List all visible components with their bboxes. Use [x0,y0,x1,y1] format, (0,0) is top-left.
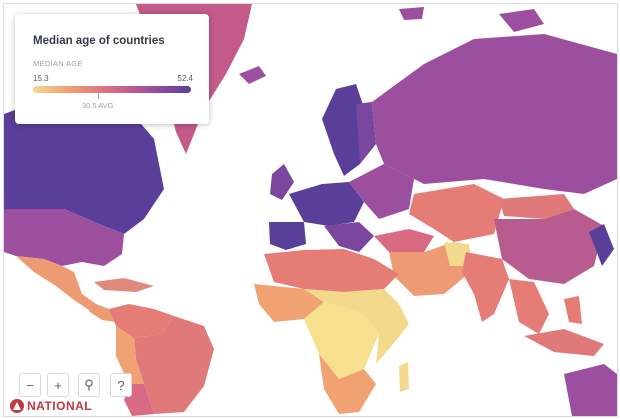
search-icon: ⚲ [84,377,94,392]
region-canada[interactable] [4,94,164,234]
legend-avg-tick [97,93,99,99]
region-mexico[interactable] [16,256,96,310]
brand-name: NATIONAL [27,399,93,413]
minus-icon: − [26,377,34,393]
region-southern-africa[interactable] [319,354,376,414]
region-svalbard[interactable] [399,7,424,20]
region-usa[interactable] [4,209,124,266]
region-philippines[interactable] [564,296,582,324]
legend-avg-label: 30.5 AVG [81,101,114,110]
region-colombia-venezuela[interactable] [109,304,174,338]
region-eastern-europe[interactable] [349,164,414,219]
region-japan-korea[interactable] [589,224,614,266]
map-attribution: CARTO [282,380,315,389]
region-mongolia[interactable] [499,194,574,219]
region-peru-bolivia[interactable] [116,326,144,384]
legend-subtitle: MEDIAN AGE [33,59,83,68]
region-caribbean[interactable] [94,278,154,292]
legend-min-label: 15.3 [33,74,49,83]
help-icon: ? [117,377,125,393]
region-north-africa[interactable] [264,249,399,292]
search-button[interactable]: ⚲ [78,373,100,397]
region-brazil[interactable] [134,316,214,414]
zoom-out-button[interactable]: − [19,373,41,397]
region-italy-balkans[interactable] [324,222,374,252]
region-central-asia[interactable] [409,184,504,242]
region-russia[interactable] [372,34,617,194]
legend-card: Median age of countries MEDIAN AGE 15.3 … [15,14,209,124]
region-sahel[interactable] [304,289,399,314]
region-scandinavia[interactable] [322,84,366,176]
legend-max-label: 52.4 [177,74,193,83]
region-madagascar[interactable] [399,362,409,392]
region-iberia[interactable] [269,222,306,250]
region-east-africa[interactable] [364,304,409,364]
region-iceland[interactable] [239,66,266,84]
region-central-america[interactable] [82,294,116,322]
region-western-europe[interactable] [289,182,364,226]
region-indonesia[interactable] [524,329,604,356]
region-china[interactable] [494,209,604,284]
region-central-africa[interactable] [304,302,379,379]
legend-title: Median age of countries [33,35,165,47]
plus-icon: + [54,377,62,393]
region-finland[interactable] [356,102,376,164]
legend-gradient-bar [33,86,191,93]
brand-watermark: NATIONAL [10,399,92,413]
region-arctic-islands[interactable] [499,9,544,32]
zoom-in-button[interactable]: + [47,373,69,397]
choropleth-map[interactable] [4,4,617,416]
region-southeast-asia[interactable] [509,279,549,334]
region-uk[interactable] [270,164,294,200]
region-west-africa[interactable] [254,284,324,322]
region-turkey-caucasus[interactable] [374,229,434,252]
help-button[interactable]: ? [110,373,132,397]
map-frame [3,3,618,417]
region-australia[interactable] [564,364,617,416]
region-india[interactable] [462,252,509,322]
brand-logo-icon [10,399,24,413]
